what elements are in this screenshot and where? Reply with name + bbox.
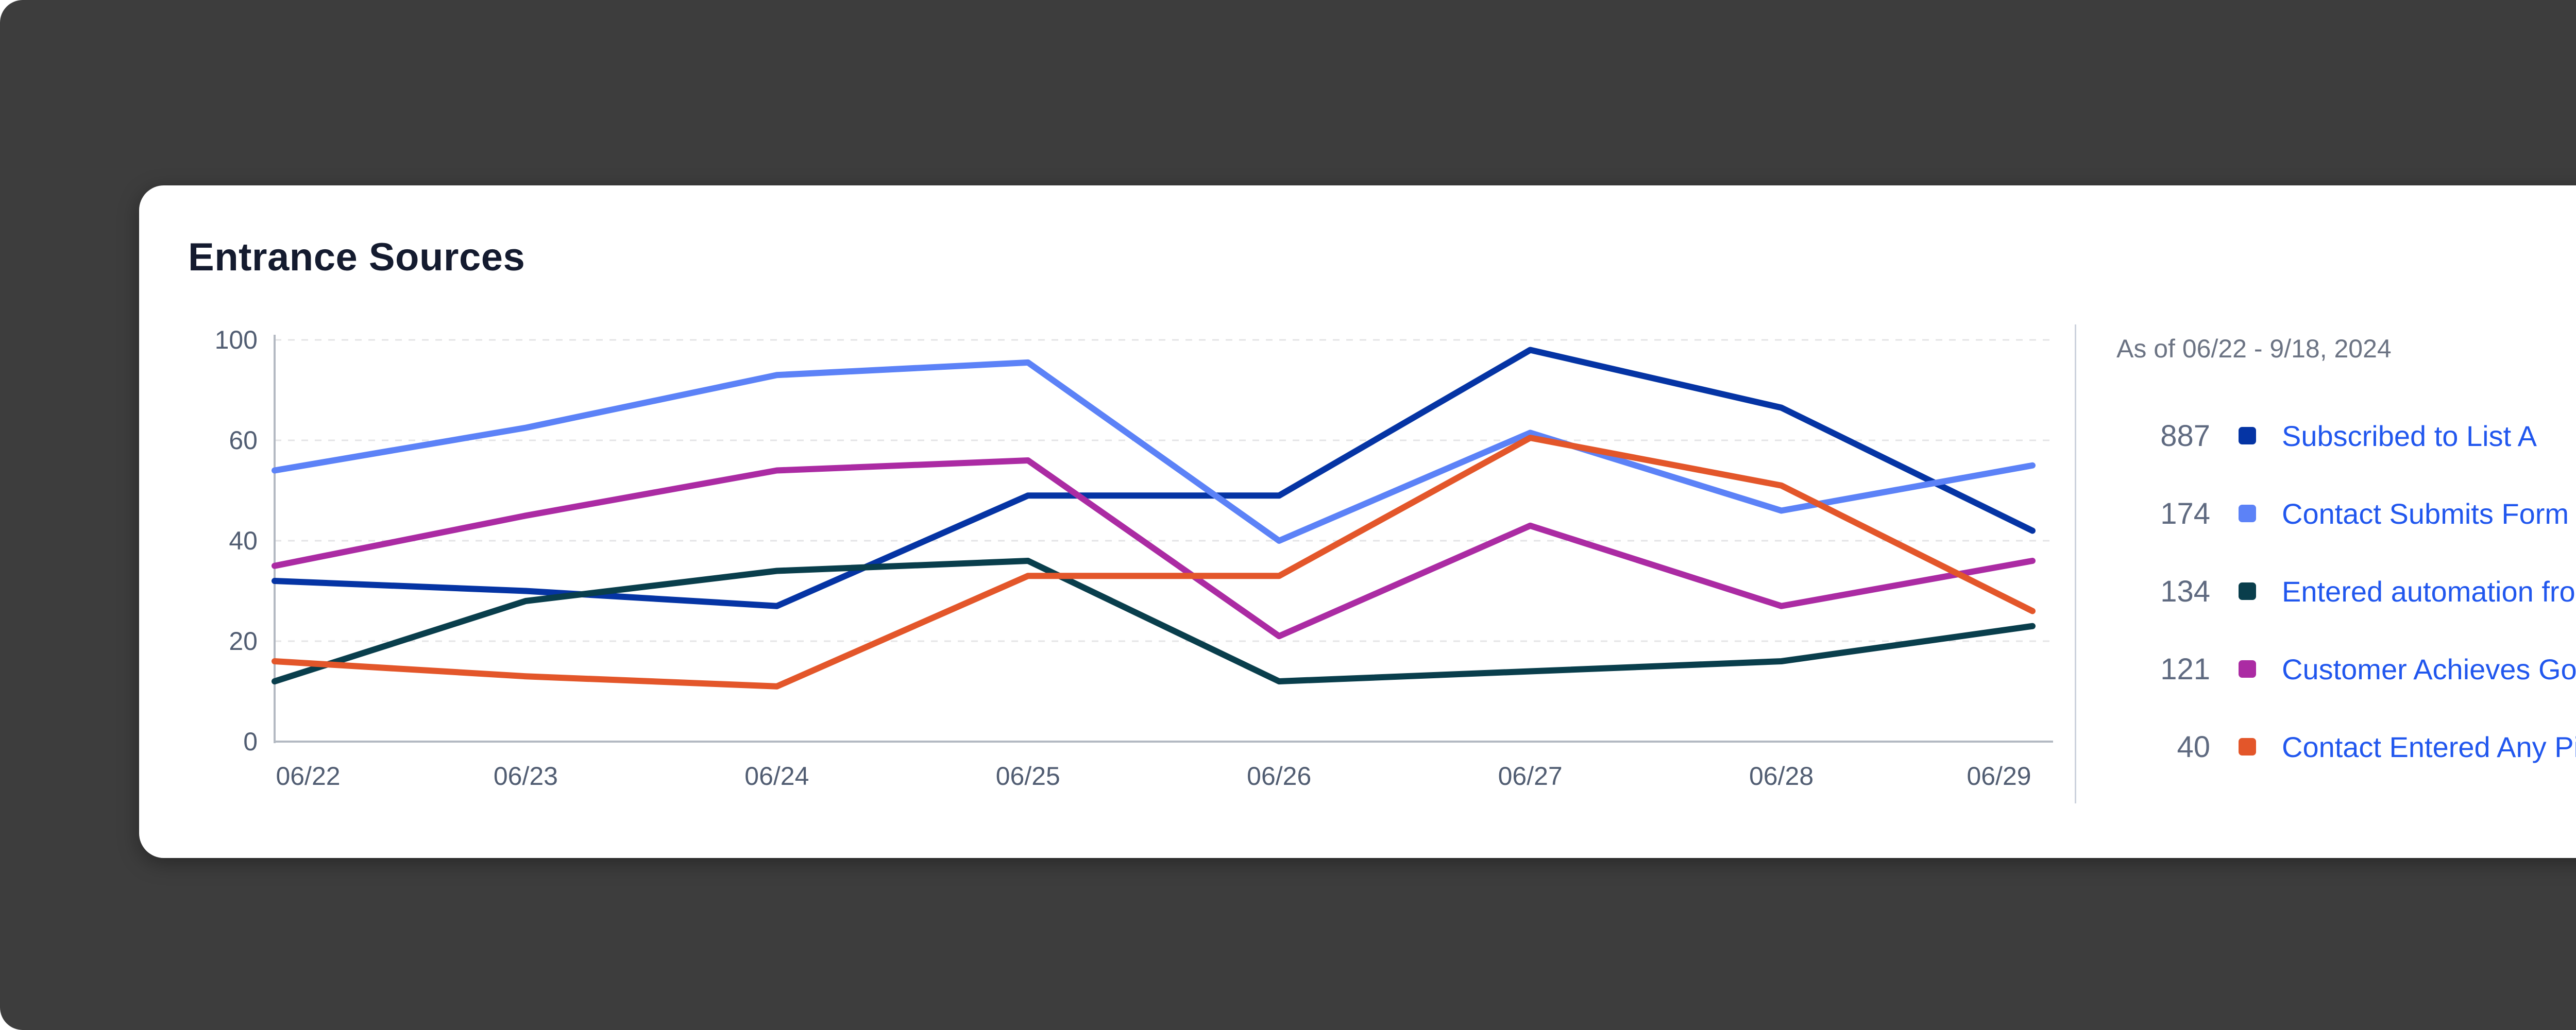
entrance-sources-card: Entrance Sources 0 20 40 60 100 06/22 06/23 06/… bbox=[139, 185, 2576, 858]
legend-rows: 887 Subscribed to List A 174 Contact Submit… bbox=[2127, 417, 2576, 806]
legend-count: 887 bbox=[2160, 419, 2210, 453]
legend-item-link[interactable]: Subscribed to List A bbox=[2282, 419, 2537, 452]
legend-count: 174 bbox=[2160, 496, 2210, 530]
line-chart-canvas bbox=[272, 335, 2053, 743]
legend-item-link[interactable]: Entered automation from May leads genera… bbox=[2282, 575, 2576, 608]
series-line-3[interactable] bbox=[272, 558, 2036, 684]
legend-swatch bbox=[2239, 738, 2256, 756]
legend-item: 134 Entered automation from May leads gen… bbox=[2127, 573, 2576, 610]
series-line-1[interactable] bbox=[272, 347, 2036, 609]
y-axis-label-60: 60 bbox=[229, 426, 258, 455]
legend-item: 40 Contact Entered Any Pipeline bbox=[2127, 728, 2576, 765]
x-axis-label-06-24: 06/24 bbox=[744, 762, 809, 791]
x-axis-label-06-23: 06/23 bbox=[493, 762, 558, 791]
y-axis-label-0: 0 bbox=[243, 727, 258, 756]
legend-item: 887 Subscribed to List A bbox=[2127, 417, 2576, 454]
legend-item: 174 Contact Submits Form B bbox=[2127, 495, 2576, 532]
x-axis-label-06-29: 06/29 bbox=[1967, 762, 2031, 791]
x-axis-label-06-22: 06/22 bbox=[276, 762, 341, 791]
series-line-2[interactable] bbox=[272, 359, 2036, 544]
as-of-date-range: As of 06/22 - 9/18, 2024 bbox=[2116, 334, 2392, 363]
legend-item-link[interactable]: Contact Submits Form B bbox=[2282, 497, 2576, 530]
x-axis-label-06-28: 06/28 bbox=[1749, 762, 1814, 791]
legend-count: 121 bbox=[2160, 652, 2210, 686]
legend-swatch bbox=[2239, 582, 2256, 600]
x-axis-label-06-27: 06/27 bbox=[1498, 762, 1563, 791]
series-line-5[interactable] bbox=[272, 435, 2036, 690]
legend-item-link[interactable]: Customer Achieves Goal 2 bbox=[2282, 653, 2576, 685]
legend-swatch bbox=[2239, 660, 2256, 678]
y-axis-label-40: 40 bbox=[229, 526, 258, 555]
x-axis-label-06-26: 06/26 bbox=[1247, 762, 1312, 791]
legend-count: 134 bbox=[2160, 574, 2210, 608]
x-axis-label-06-25: 06/25 bbox=[995, 762, 1060, 791]
legend-swatch bbox=[2239, 505, 2256, 522]
legend-item: 121 Customer Achieves Goal 2 bbox=[2127, 650, 2576, 688]
legend-count: 40 bbox=[2177, 730, 2210, 764]
y-axis-label-20: 20 bbox=[229, 627, 258, 656]
series-line-4[interactable] bbox=[272, 457, 2036, 640]
entrance-sources-chart: 0 20 40 60 100 06/22 06/23 06/24 06/25 06/26 06/27… bbox=[139, 185, 2075, 858]
legend-panel: As of 06/22 - 9/18, 2024 887 Subscribed t… bbox=[2075, 324, 2576, 803]
legend-swatch bbox=[2239, 427, 2256, 444]
card-title: Entrance Sources bbox=[188, 235, 526, 279]
y-axis-label-100: 100 bbox=[214, 325, 258, 354]
legend-item-link[interactable]: Contact Entered Any Pipeline bbox=[2282, 730, 2576, 763]
